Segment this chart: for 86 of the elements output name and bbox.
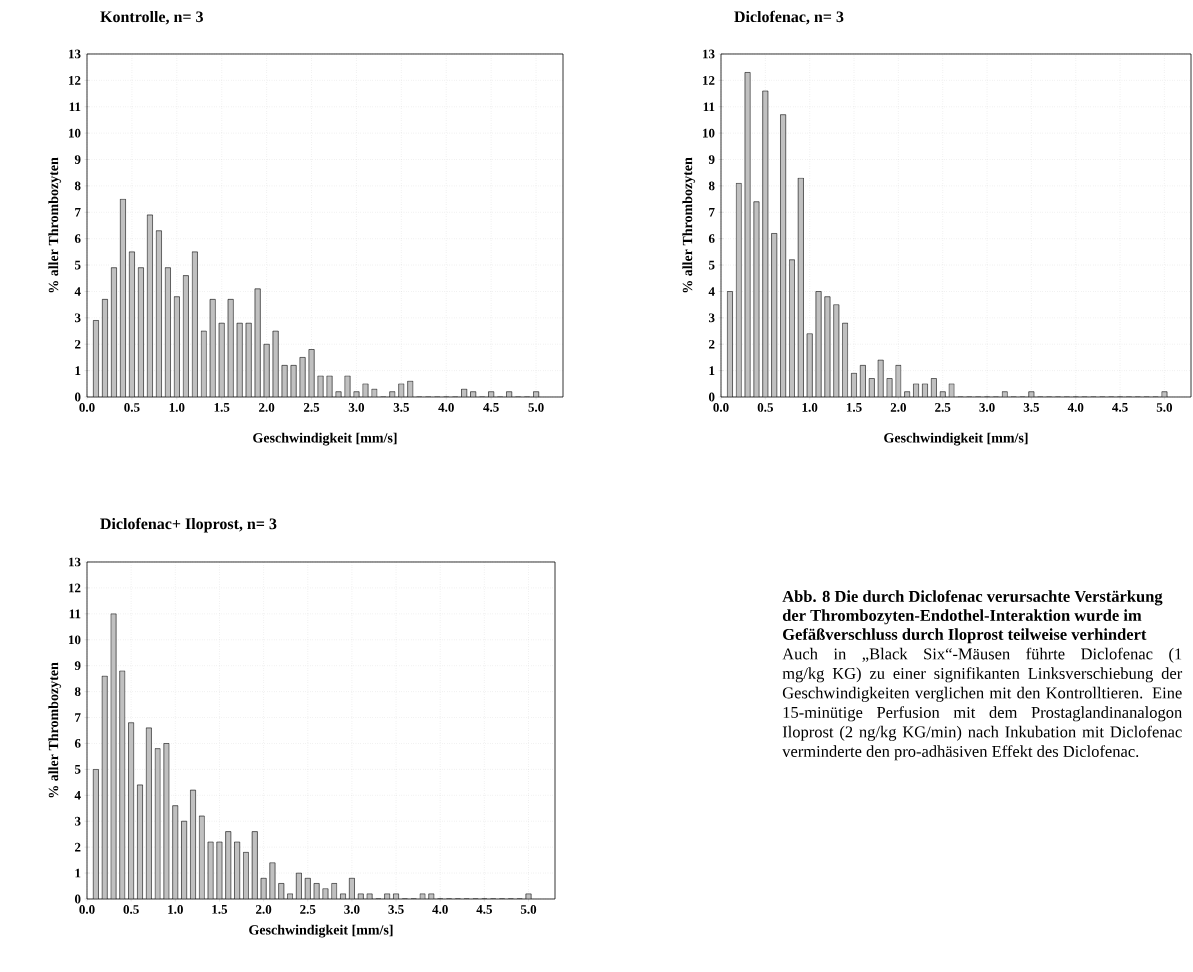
y-tick-label: 1 (75, 868, 81, 878)
x-tick-label: 1.0 (169, 403, 185, 412)
y-tick-label: 9 (708, 155, 715, 164)
y-tick-label: 7 (75, 713, 81, 722)
y-tick-label: 11 (69, 102, 81, 112)
x-tick-label: 3.5 (1023, 403, 1040, 412)
x-tick-label: 0.0 (79, 403, 95, 412)
x-tick-label: 0.0 (713, 403, 729, 412)
chart-title: Diclofenac+ Iloprost, n= 3 (100, 517, 277, 533)
y-axis-title: % aller Thrombozyten (48, 662, 62, 798)
y-tick-label: 4 (708, 287, 715, 296)
y-tick-label: 6 (74, 234, 81, 244)
x-tick-label: 0.5 (123, 905, 139, 914)
x-tick-label: 2.5 (303, 403, 320, 412)
x-tick-label: 4.0 (1067, 403, 1084, 412)
y-tick-label: 10 (703, 128, 715, 138)
y-tick-label: 8 (708, 181, 715, 191)
x-tick-label: 4.5 (483, 403, 499, 412)
y-tick-label: 7 (709, 208, 715, 217)
y-tick-label: 5 (74, 765, 81, 774)
y-tick-label: 11 (69, 609, 81, 619)
y-tick-label: 4 (74, 287, 81, 296)
x-tick-label: 2.0 (259, 403, 275, 412)
x-tick-label: 3.0 (348, 403, 365, 412)
x-tick-label: 3.0 (979, 403, 995, 412)
y-tick-label: 0 (708, 392, 715, 402)
y-tick-label: 12 (69, 583, 81, 593)
x-tick-label: 5.0 (528, 403, 544, 412)
x-axis-title: Geschwindigkeit [mm/s] (249, 924, 393, 938)
y-tick-label: 4 (74, 791, 81, 800)
x-tick-label: 1.0 (168, 905, 183, 914)
x-tick-label: 0.0 (79, 905, 95, 914)
y-axis-title: % aller Thrombozyten (682, 157, 696, 293)
x-tick-label: 3.0 (344, 905, 360, 914)
y-tick-label: 12 (69, 76, 81, 85)
y-tick-label: 0 (74, 392, 81, 402)
x-axis-title: Geschwindigkeit [mm/s] (884, 432, 1028, 446)
x-tick-label: 0.5 (757, 403, 773, 412)
x-tick-label: 2.5 (300, 905, 316, 914)
y-tick-label: 11 (703, 102, 715, 112)
y-tick-label: 3 (74, 313, 81, 323)
x-tick-label: 2.0 (256, 905, 272, 914)
x-tick-label: 1.5 (212, 905, 228, 914)
x-tick-label: 3.5 (388, 905, 404, 914)
y-tick-label: 10 (69, 635, 81, 645)
x-tick-label: 1.5 (214, 403, 230, 412)
y-tick-label: 9 (74, 661, 81, 671)
chart-title: Kontrolle, n= 3 (100, 10, 203, 25)
y-tick-label: 13 (69, 49, 81, 59)
y-tick-label: 3 (708, 313, 715, 323)
y-tick-label: 10 (69, 128, 81, 138)
y-tick-label: 6 (74, 739, 81, 748)
y-tick-label: 13 (703, 49, 715, 59)
x-tick-label: 0.5 (124, 403, 140, 412)
y-tick-label: 7 (75, 208, 81, 217)
y-axis-title: % aller Thrombozyten (48, 157, 62, 293)
x-axis-title: Geschwindigkeit [mm/s] (253, 432, 397, 446)
chart-title: Diclofenac, n= 3 (734, 10, 844, 25)
y-tick-label: 12 (703, 76, 715, 85)
x-tick-label: 5.0 (520, 905, 537, 914)
y-tick-label: 13 (69, 557, 81, 567)
x-tick-label: 1.5 (846, 403, 862, 412)
y-tick-label: 2 (75, 339, 81, 349)
x-tick-label: 2.0 (890, 403, 906, 412)
y-tick-label: 3 (74, 816, 81, 826)
x-tick-label: 4.5 (1112, 403, 1128, 412)
y-tick-label: 6 (708, 234, 715, 244)
x-tick-label: 4.5 (476, 905, 493, 914)
x-tick-label: 2.5 (935, 403, 951, 412)
y-tick-label: 2 (75, 842, 81, 852)
y-tick-label: 5 (708, 260, 715, 270)
y-tick-label: 1 (75, 366, 81, 375)
text: Auch in „Black Six“-Mäusen führte Diclofenac (1 mg/kg KG) zu einer signifikanten Linksverschiebung der Geschwindigkeiten verglichen mit den Kontrolltieren. Eine 15-minütige Perfusion mit dem Prostaglandinanalogon Iloprost (2 ng/kg KG/min) nach Inkubation mit Diclofenac verminderte den pro-adhäsiven Effekt des Diclofenac. (782, 647, 1183, 761)
y-tick-label: 1 (709, 366, 715, 375)
y-tick-label: 5 (74, 260, 81, 270)
y-tick-label: 0 (74, 894, 81, 904)
x-tick-label: 4.0 (438, 403, 454, 412)
x-tick-label: 5.0 (1156, 403, 1173, 412)
x-tick-label: 1.0 (802, 403, 818, 412)
y-tick-label: 8 (74, 181, 81, 191)
text: Abb. 8 Die durch Diclofenac verursachte Verstärkung der Thrombozyten-Endothel-Interaktion wurde im Gefäßverschluss durch Iloprost teilweise verhindert (782, 590, 1163, 644)
y-tick-label: 2 (709, 339, 715, 349)
x-tick-label: 3.5 (393, 403, 409, 412)
y-tick-label: 8 (74, 687, 81, 696)
x-tick-label: 4.0 (432, 905, 448, 914)
y-tick-label: 9 (74, 155, 81, 164)
